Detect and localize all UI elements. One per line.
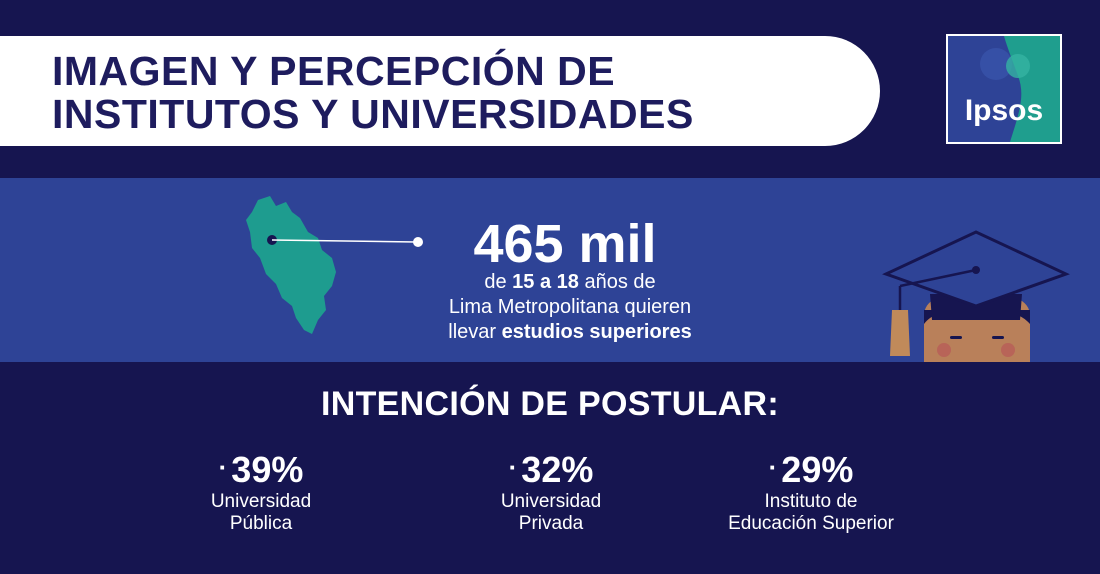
metric-universidad-publica: · 39% Universidad Pública bbox=[141, 446, 381, 535]
label-line-2: Educación Superior bbox=[728, 513, 894, 534]
bullet-icon: · bbox=[508, 452, 518, 482]
metric-percent: · 32% bbox=[431, 446, 671, 491]
desc-text: de bbox=[484, 271, 513, 293]
label-line-1: Universidad bbox=[210, 491, 312, 512]
metric-label: Instituto de Educación Superior bbox=[691, 491, 931, 535]
metric-percent: · 29% bbox=[691, 446, 931, 491]
title-banner bbox=[0, 36, 880, 146]
section-title: INTENCIÓN DE POSTULAR: bbox=[320, 385, 780, 423]
percent-value: 39% bbox=[231, 449, 304, 490]
metric-percent: · 39% bbox=[141, 446, 381, 491]
bullet-icon: · bbox=[218, 452, 228, 482]
label-line-1: Universidad bbox=[500, 491, 602, 512]
logo-background-icon bbox=[948, 36, 1060, 142]
desc-line-1: de 15 a 18 años de bbox=[380, 270, 760, 295]
bullet-icon: · bbox=[768, 452, 778, 482]
desc-bold-age: 15 a 18 bbox=[512, 271, 579, 293]
title-line-2: INSTITUTOS Y UNIVERSIDADES bbox=[52, 91, 694, 137]
page-title: IMAGEN Y PERCEPCIÓN DE INSTITUTOS Y UNIV… bbox=[52, 50, 694, 136]
percent-value: 32% bbox=[521, 449, 594, 490]
desc-line-2: Lima Metropolitana quieren bbox=[448, 296, 692, 318]
graduate-cap-icon bbox=[882, 230, 1070, 362]
desc-bold-studies: estudios superiores bbox=[501, 321, 692, 343]
title-line-1: IMAGEN Y PERCEPCIÓN DE bbox=[52, 48, 616, 94]
desc-text: llevar bbox=[448, 321, 502, 343]
ipsos-logo: Ipsos bbox=[946, 34, 1062, 144]
metric-instituto-educacion-superior: · 29% Instituto de Educación Superior bbox=[691, 446, 931, 535]
metric-universidad-privada: · 32% Universidad Privada bbox=[431, 446, 671, 535]
metric-label: Universidad Pública bbox=[141, 491, 381, 535]
highlight-description: de 15 a 18 años de Lima Metropolitana qu… bbox=[380, 270, 760, 345]
label-line-1: Instituto de bbox=[764, 491, 858, 512]
desc-line-3: llevar estudios superiores bbox=[380, 320, 760, 345]
label-line-2: Pública bbox=[229, 513, 293, 534]
highlight-number: 465 mil bbox=[473, 214, 657, 274]
label-line-2: Privada bbox=[518, 513, 584, 534]
desc-text: años de bbox=[578, 271, 656, 293]
metric-label: Universidad Privada bbox=[431, 491, 671, 535]
logo-text: Ipsos bbox=[964, 94, 1044, 127]
percent-value: 29% bbox=[781, 449, 854, 490]
lima-map-icon bbox=[246, 196, 423, 334]
